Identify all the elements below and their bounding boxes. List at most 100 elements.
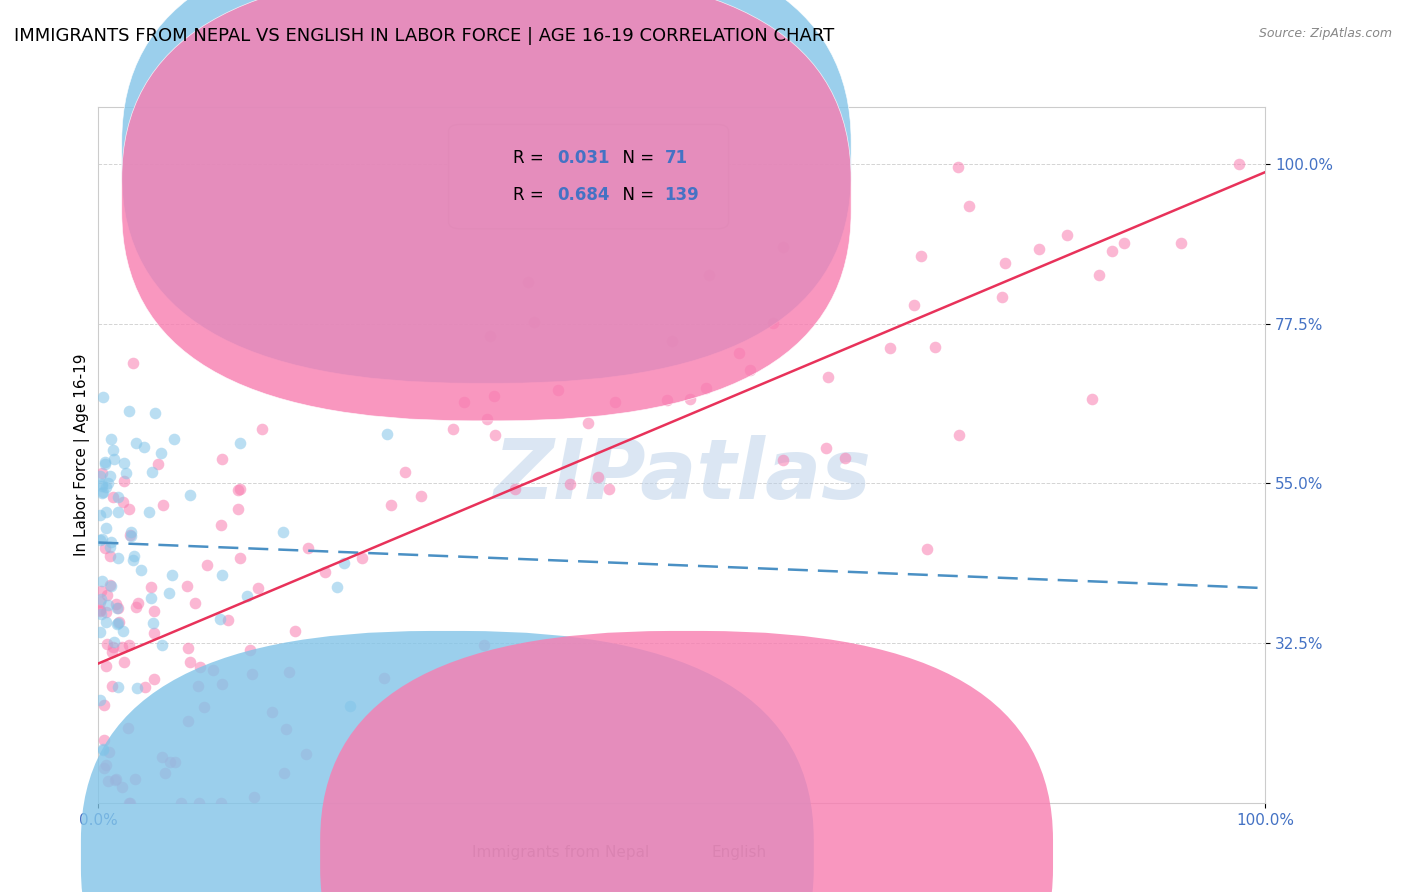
- Point: [103, 635, 125, 649]
- Point: [139, 591, 162, 605]
- Point: [89, 468, 111, 483]
- Point: [89, 603, 111, 617]
- Point: [150, 750, 173, 764]
- Point: [104, 597, 127, 611]
- Point: [160, 568, 183, 582]
- Point: [94, 480, 117, 494]
- Point: [132, 440, 155, 454]
- Point: [879, 341, 901, 355]
- Text: ZIPatlas: ZIPatlas: [494, 435, 870, 516]
- Point: [240, 667, 263, 681]
- Point: [89, 625, 111, 640]
- Point: [728, 346, 751, 360]
- Point: [193, 700, 215, 714]
- Point: [121, 356, 143, 370]
- Point: [380, 498, 402, 512]
- Point: [91, 390, 114, 404]
- FancyBboxPatch shape: [321, 631, 1053, 892]
- Point: [127, 596, 149, 610]
- Point: [350, 550, 373, 565]
- Point: [184, 596, 207, 610]
- Point: [100, 579, 122, 593]
- Point: [339, 699, 361, 714]
- Point: [1056, 228, 1078, 243]
- Point: [991, 290, 1014, 304]
- Point: [472, 638, 495, 652]
- Point: [125, 436, 148, 450]
- Point: [101, 679, 124, 693]
- Point: [98, 549, 121, 563]
- Point: [120, 529, 142, 543]
- Point: [924, 340, 946, 354]
- Point: [142, 615, 165, 630]
- Point: [201, 663, 224, 677]
- Point: [475, 412, 498, 426]
- Point: [1227, 157, 1250, 171]
- FancyBboxPatch shape: [122, 0, 851, 421]
- Point: [394, 465, 416, 479]
- Text: 0.031: 0.031: [557, 149, 610, 167]
- Point: [170, 796, 193, 810]
- Point: [96, 637, 118, 651]
- Y-axis label: In Labor Force | Age 16-19: In Labor Force | Age 16-19: [75, 353, 90, 557]
- Point: [122, 552, 145, 566]
- Point: [1088, 268, 1111, 282]
- Text: R =: R =: [513, 149, 548, 167]
- Point: [143, 406, 166, 420]
- Point: [93, 698, 115, 712]
- Point: [89, 595, 111, 609]
- Point: [333, 556, 356, 570]
- Point: [297, 541, 319, 555]
- Point: [1114, 236, 1136, 251]
- Point: [211, 568, 233, 582]
- Point: [107, 680, 129, 694]
- Point: [772, 453, 794, 467]
- Point: [91, 532, 114, 546]
- Text: N =: N =: [612, 186, 659, 204]
- Text: 71: 71: [665, 149, 688, 167]
- Point: [150, 638, 173, 652]
- Point: [105, 772, 128, 786]
- Point: [89, 508, 111, 523]
- Point: [817, 369, 839, 384]
- Point: [143, 626, 166, 640]
- Point: [97, 599, 120, 613]
- Point: [274, 722, 297, 736]
- Point: [103, 451, 125, 466]
- Point: [93, 458, 115, 472]
- Point: [111, 624, 134, 638]
- Point: [903, 298, 925, 312]
- Point: [373, 672, 395, 686]
- Point: [1028, 242, 1050, 256]
- Point: [107, 600, 129, 615]
- Point: [603, 395, 626, 409]
- Point: [284, 624, 307, 639]
- Point: [93, 760, 115, 774]
- Point: [112, 474, 135, 488]
- Point: [314, 565, 336, 579]
- Point: [957, 199, 980, 213]
- Text: R =: R =: [513, 186, 548, 204]
- Point: [655, 392, 678, 407]
- Point: [148, 457, 170, 471]
- Point: [211, 452, 233, 467]
- Point: [127, 681, 149, 695]
- Point: [97, 773, 120, 788]
- Point: [107, 505, 129, 519]
- Text: 139: 139: [665, 186, 699, 204]
- Point: [97, 476, 120, 491]
- Point: [195, 558, 218, 572]
- Point: [104, 772, 127, 787]
- Point: [273, 765, 295, 780]
- Point: [239, 643, 262, 657]
- Point: [141, 465, 163, 479]
- Point: [112, 655, 135, 669]
- Point: [1101, 244, 1123, 259]
- Point: [101, 640, 124, 654]
- Point: [247, 581, 270, 595]
- Point: [187, 679, 209, 693]
- Point: [177, 714, 200, 728]
- Point: [1081, 392, 1104, 407]
- Point: [118, 796, 141, 810]
- Point: [120, 525, 142, 540]
